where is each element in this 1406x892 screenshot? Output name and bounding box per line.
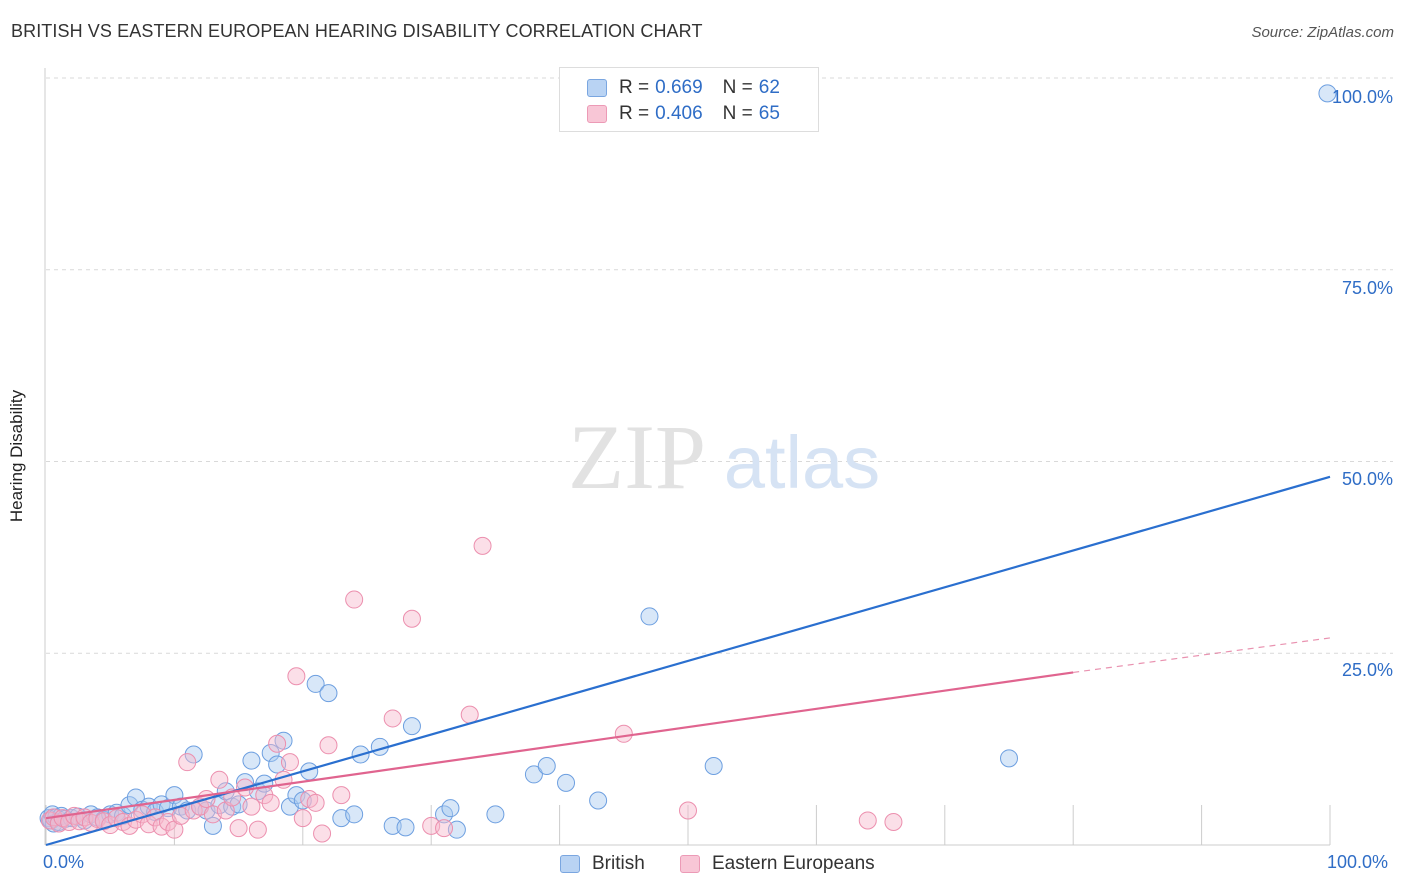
data-point bbox=[402, 609, 421, 628]
legend-row-british: R = 0.669 N = 62 bbox=[587, 76, 780, 100]
data-point bbox=[242, 797, 261, 816]
data-point bbox=[1318, 84, 1337, 103]
british-trend-line bbox=[45, 475, 1331, 847]
data-point bbox=[383, 709, 402, 728]
data-point bbox=[268, 734, 287, 753]
data-point bbox=[229, 819, 248, 838]
eastern-legend-label: Eastern Europeans bbox=[712, 853, 875, 874]
data-point bbox=[537, 756, 556, 775]
data-point bbox=[248, 820, 267, 839]
data-point bbox=[332, 786, 351, 805]
data-point bbox=[524, 765, 543, 784]
y-tick-100: 100.0% bbox=[1331, 87, 1393, 107]
data-point bbox=[280, 753, 299, 772]
x-tick-min: 0.0% bbox=[43, 852, 85, 872]
data-point bbox=[306, 674, 325, 693]
data-point bbox=[614, 724, 633, 743]
watermark: ZIP atlas bbox=[568, 406, 880, 508]
eastern-swatch bbox=[587, 105, 607, 123]
legend-n-value: 65 bbox=[758, 103, 780, 124]
data-point bbox=[345, 805, 364, 824]
data-point bbox=[293, 809, 312, 828]
correlation-legend: R = 0.669 N = 62 R = 0.406 N = 65 bbox=[559, 67, 819, 132]
data-point bbox=[184, 745, 203, 764]
gridlines bbox=[46, 77, 1393, 654]
chart-title: BRITISH VS EASTERN EUROPEAN HEARING DISA… bbox=[11, 21, 703, 41]
data-point bbox=[447, 820, 466, 839]
data-point bbox=[306, 793, 325, 812]
legend-n-label: N = bbox=[722, 103, 753, 124]
legend-n-label: N = bbox=[722, 77, 753, 98]
eastern-swatch bbox=[680, 855, 700, 873]
british-legend-label: British bbox=[592, 853, 645, 874]
legend-r-label: R = bbox=[619, 103, 650, 124]
data-point bbox=[287, 667, 306, 686]
data-point bbox=[884, 812, 903, 831]
bottom-legend-british[interactable]: British bbox=[560, 852, 645, 876]
legend-row-eastern: R = 0.406 N = 65 bbox=[587, 102, 780, 126]
data-point bbox=[704, 756, 723, 775]
data-point bbox=[589, 791, 608, 810]
data-point bbox=[383, 816, 402, 835]
data-point bbox=[313, 824, 332, 843]
data-point bbox=[1000, 749, 1018, 768]
y-tick-75: 75.0% bbox=[1341, 278, 1393, 298]
data-point bbox=[178, 753, 197, 772]
data-point bbox=[216, 801, 235, 820]
data-point bbox=[473, 536, 492, 555]
eastern-trend-extension bbox=[1073, 637, 1331, 674]
eastern-trend-line bbox=[45, 671, 1074, 820]
watermark-atlas: atlas bbox=[724, 421, 880, 504]
source-credit: Source: ZipAtlas.com bbox=[1251, 24, 1394, 41]
data-point bbox=[319, 736, 338, 755]
legend-r-value: 0.406 bbox=[655, 103, 703, 124]
data-point bbox=[345, 590, 364, 609]
y-axis-label: Hearing Disability bbox=[7, 389, 26, 523]
data-point bbox=[858, 811, 877, 830]
legend-n-value: 62 bbox=[758, 77, 780, 98]
x-tick-max: 100.0% bbox=[1327, 852, 1389, 872]
data-point bbox=[460, 705, 479, 724]
data-point bbox=[486, 805, 505, 824]
data-point bbox=[396, 818, 415, 837]
legend-r-value: 0.669 bbox=[655, 77, 703, 98]
data-point bbox=[557, 773, 576, 792]
watermark-zip: ZIP bbox=[568, 406, 706, 508]
data-point bbox=[242, 751, 261, 770]
data-point bbox=[640, 607, 659, 626]
legend-r-label: R = bbox=[619, 77, 650, 98]
data-point bbox=[435, 819, 454, 838]
british-swatch bbox=[587, 79, 607, 97]
trend-lines bbox=[45, 475, 1331, 847]
data-point bbox=[402, 717, 421, 736]
y-tick-25: 25.0% bbox=[1341, 660, 1393, 680]
data-point bbox=[261, 793, 280, 812]
data-point bbox=[679, 801, 697, 820]
british-swatch bbox=[560, 855, 580, 873]
data-point bbox=[441, 799, 460, 818]
y-tick-50: 50.0% bbox=[1341, 469, 1393, 489]
data-point bbox=[261, 743, 280, 762]
data-point bbox=[210, 770, 229, 789]
bottom-legend-eastern[interactable]: Eastern Europeans bbox=[680, 852, 875, 876]
data-point bbox=[319, 684, 338, 703]
